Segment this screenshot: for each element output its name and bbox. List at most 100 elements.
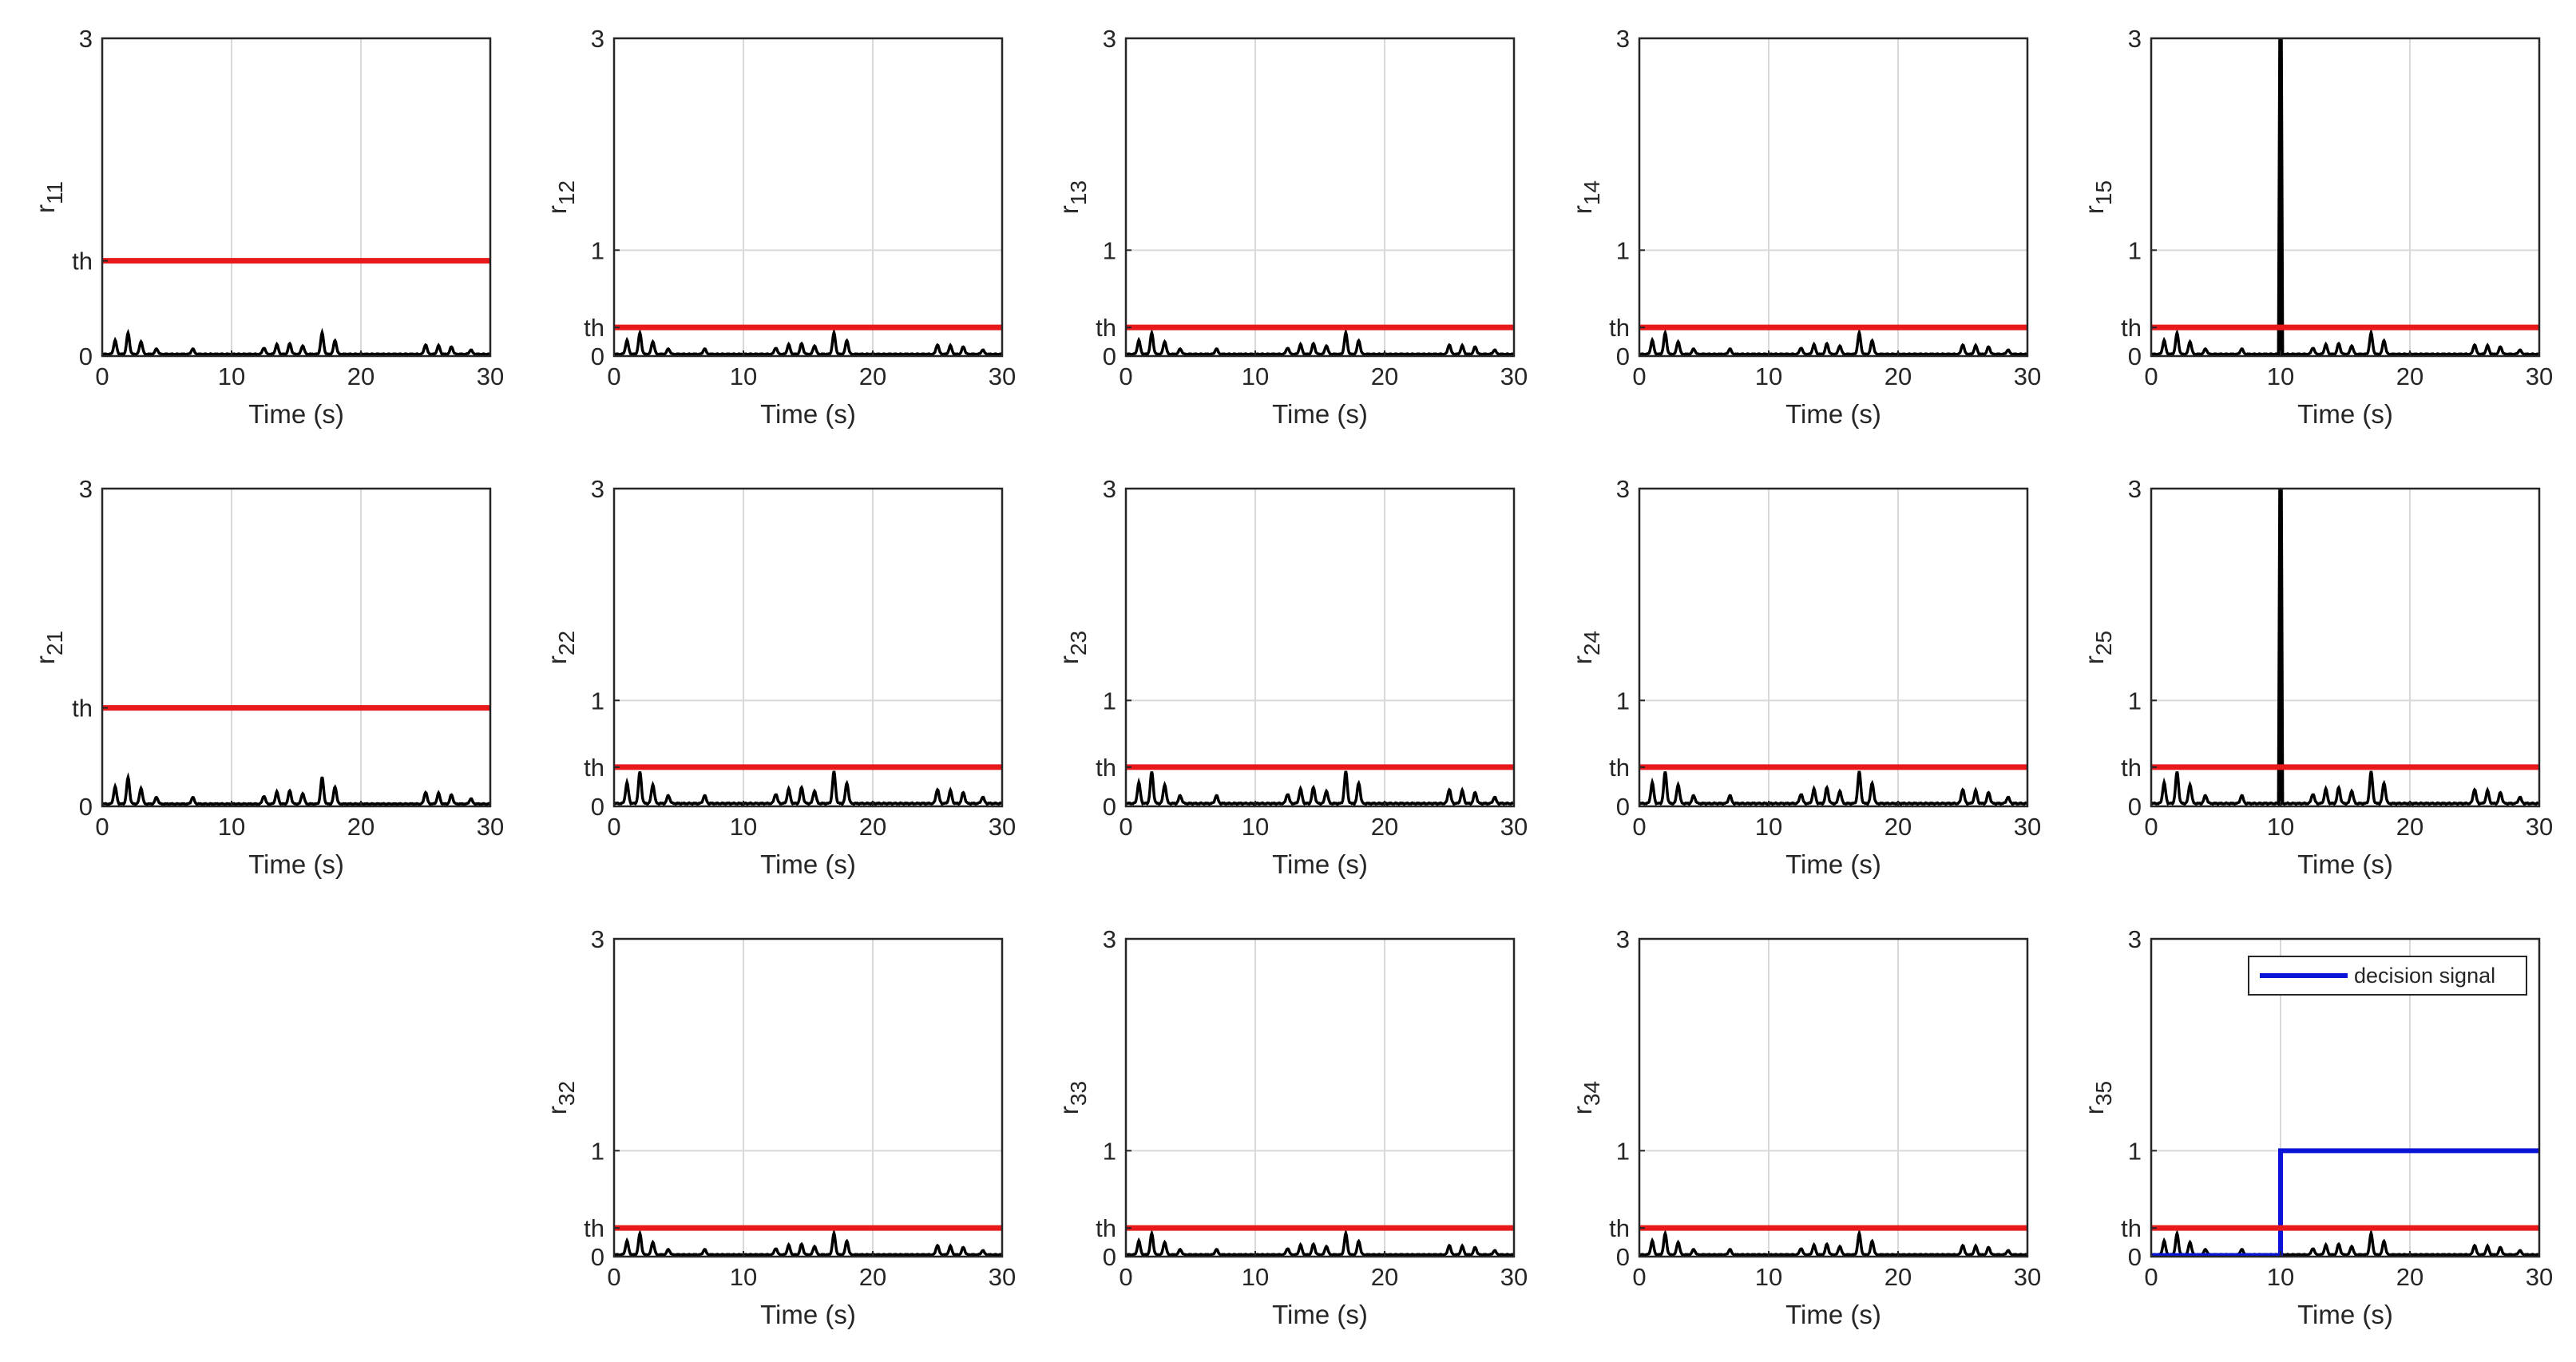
axes-box (1124, 37, 1516, 358)
y-axis-label: r15 (2079, 180, 2116, 214)
y-axis-label-base: r (1054, 655, 1084, 664)
y-axis-label-subscript: 24 (1579, 631, 1604, 655)
axes-box (612, 487, 1004, 808)
x-tick-label: 30 (2526, 1263, 2553, 1291)
panel-r15: 0 10 20 30 0th 1 3 Time (s) r15 (2079, 25, 2553, 429)
x-tick-label: 30 (1500, 362, 1528, 390)
panel-r35: 0 10 20 30 0th 1 3 Time (s) r35 decision signal (2079, 925, 2553, 1329)
y-tick-label: 0 (1616, 342, 1630, 370)
series-group (102, 705, 490, 806)
plot-area (1639, 939, 2027, 1257)
y-axis-label-subscript: 34 (1579, 1081, 1604, 1106)
y-axis-label-base: r (1054, 1106, 1084, 1115)
panel-r22: 0 10 20 30 0 th 1 3 Time (s) r22 (542, 475, 1016, 879)
x-tick-label: 20 (347, 813, 375, 841)
y-tick-label: 0 (79, 793, 93, 821)
plot-area (1126, 489, 1514, 806)
x-tick-label: 0 (1119, 362, 1132, 390)
axes-box (2150, 487, 2541, 808)
y-tick-label: 0 (2128, 1243, 2142, 1271)
y-axis-label-base: r (1054, 205, 1084, 214)
x-tick-label: 30 (989, 1263, 1016, 1291)
y-axis-label-base: r (30, 204, 60, 213)
series-group (102, 258, 490, 356)
x-tick-label: 10 (730, 813, 757, 841)
series-group (2151, 489, 2539, 806)
residual-line (102, 772, 490, 806)
y-axis-label-subscript: 33 (1066, 1081, 1091, 1106)
x-tick-label: 0 (2144, 1263, 2158, 1291)
y-axis-label-subscript: 15 (2091, 180, 2116, 205)
x-axis-label: Time (s) (2297, 1300, 2393, 1329)
x-tick-label: 10 (1242, 1263, 1269, 1291)
x-axis-label: Time (s) (1785, 1300, 1881, 1329)
panel-r21: 0 10 20 30 0 th 3 Time (s) r21 (30, 475, 504, 879)
x-axis-label: Time (s) (1785, 399, 1881, 429)
axes-box (1638, 37, 2029, 358)
plot-area (614, 939, 1002, 1257)
y-tick-label: 0 (2128, 342, 2142, 370)
series-group (614, 324, 1002, 356)
panel-r14: 0 10 20 30 0th 1 3 Time (s) r14 (1567, 25, 2041, 429)
y-tick-label-threshold: th (1609, 754, 1630, 782)
legend: decision signal (2248, 956, 2527, 996)
x-tick-label: 20 (1371, 362, 1398, 390)
series-group (1639, 1225, 2027, 1257)
panel-r34: 0 10 20 30 0th 1 3 Time (s) r34 (1567, 925, 2041, 1329)
panel-r32: 0 10 20 30 0th 1 3 Time (s) r32 (542, 925, 1016, 1329)
y-axis-label: r13 (1054, 180, 1091, 214)
plot-area (1126, 939, 1514, 1257)
y-axis-label-subscript: 21 (42, 631, 67, 655)
x-tick-label: 0 (607, 813, 620, 841)
x-tick-label: 30 (989, 362, 1016, 390)
y-tick-label: 3 (2128, 475, 2142, 503)
y-tick-label: 1 (2128, 687, 2142, 715)
legend-label: decision signal (2354, 964, 2495, 988)
residual-line (1639, 770, 2027, 806)
y-axis-label-subscript: 25 (2091, 631, 2116, 655)
x-tick-label: 20 (859, 362, 886, 390)
x-tick-label: 10 (730, 1263, 757, 1291)
x-axis-label: Time (s) (2297, 399, 2393, 429)
plot-area (614, 489, 1002, 806)
x-tick-label: 20 (1884, 1263, 1912, 1291)
axes-box (1124, 487, 1516, 808)
axes-box (2150, 937, 2541, 1258)
y-tick-label: 0 (79, 342, 93, 370)
fault-spike (2277, 38, 2285, 354)
panel-r11: 0 10 20 30 0 th 3 Time (s) r11 (30, 25, 504, 429)
x-tick-label: 10 (2267, 1263, 2294, 1291)
y-axis-label-subscript: 32 (554, 1081, 579, 1106)
x-tick-label: 20 (347, 362, 375, 390)
axes-box (101, 37, 492, 358)
series-group (1126, 764, 1514, 806)
y-tick-label: 0 (1103, 793, 1116, 821)
x-tick-label: 0 (95, 813, 109, 841)
y-tick-label: 1 (1103, 687, 1116, 715)
residual-line (1126, 327, 1514, 356)
x-tick-label: 0 (1632, 362, 1646, 390)
y-tick-label: 1 (1616, 1137, 1630, 1165)
y-tick-label-threshold: th (1096, 1214, 1116, 1242)
x-tick-label: 20 (2396, 362, 2423, 390)
y-tick-label: 3 (2128, 25, 2142, 53)
x-tick-label: 20 (1884, 813, 1912, 841)
series-group (1126, 324, 1514, 356)
y-tick-label: 1 (1103, 236, 1116, 264)
y-tick-label: 3 (79, 25, 93, 53)
y-axis-label-subscript: 12 (554, 180, 579, 205)
x-tick-label: 10 (1755, 1263, 1782, 1291)
y-tick-label-threshold: th (1096, 314, 1116, 342)
y-tick-label: 1 (2128, 236, 2142, 264)
y-tick-label-threshold: th (72, 247, 93, 275)
x-tick-label: 10 (2267, 813, 2294, 841)
y-tick-label: 3 (1103, 25, 1116, 53)
y-tick-label-threshold: th (584, 1214, 604, 1242)
series-group (2151, 1148, 2539, 1257)
axes-box (1124, 937, 1516, 1258)
y-axis-label-base: r (542, 655, 572, 664)
y-tick-label: 3 (1616, 475, 1630, 503)
y-tick-label-threshold: th (1609, 1214, 1630, 1242)
x-tick-label: 20 (1371, 1263, 1398, 1291)
